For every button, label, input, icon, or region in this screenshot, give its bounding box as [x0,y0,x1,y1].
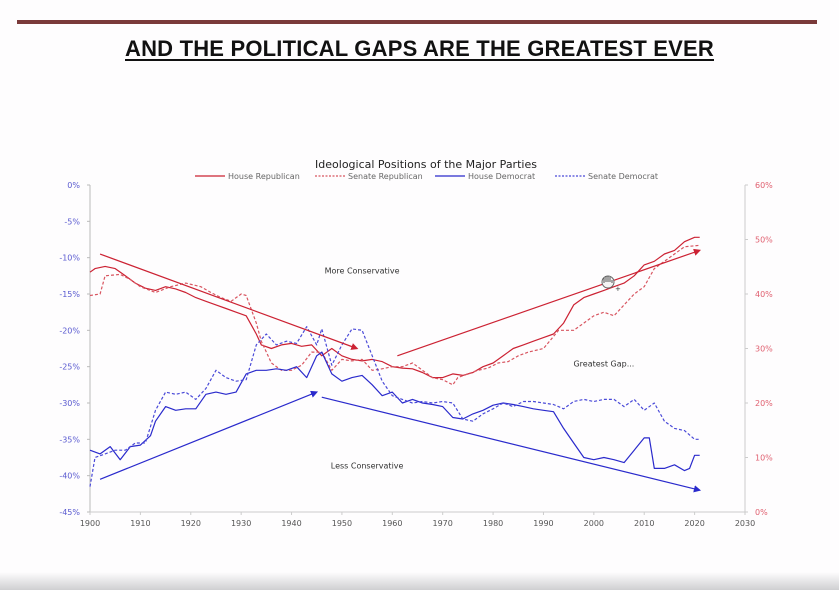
right-tick-label: 60% [755,181,773,190]
left-tick-label: -15% [59,290,80,299]
annotation-less-conservative: Less Conservative [331,461,404,470]
x-tick-label: 1960 [382,519,402,528]
right-tick-label: 40% [755,290,773,299]
x-tick-label: 2000 [584,519,604,528]
x-tick-label: 1900 [80,519,100,528]
left-tick-label: -45% [59,508,80,517]
right-tick-label: 10% [755,454,773,463]
x-tick-label: 1910 [130,519,150,528]
left-tick-label: -10% [59,254,80,263]
left-tick-label: -25% [59,363,80,372]
left-tick-label: 0% [67,181,80,190]
x-tick-label: 1930 [231,519,251,528]
chart-title: Ideological Positions of the Major Parti… [315,158,537,171]
x-tick-label: 2030 [735,519,755,528]
left-tick-label: -35% [59,435,80,444]
x-tick-label: 1950 [332,519,352,528]
bottom-toolbar-shadow [0,572,839,590]
republican-right-trend-arrow [397,248,702,357]
hand-cursor-icon: + [601,275,621,293]
x-tick-label: 2010 [634,519,654,528]
series-line-senate-republican [89,244,700,386]
chart-annotations: More Conservative Greatest Gap... Less Con… [325,267,635,471]
trend-arrows [99,248,702,493]
right-tick-label: 30% [755,345,773,354]
legend-label: Senate Republican [348,172,423,181]
x-tick-label: 2020 [684,519,704,528]
legend-label: House Republican [228,172,300,181]
left-tick-label: -40% [59,472,80,481]
chart-series [89,236,700,487]
right-tick-label: 0% [755,508,768,517]
annotation-greatest-gap: Greatest Gap... [573,360,634,369]
series-line-house-democrat [89,351,700,472]
svg-text:+: + [615,285,621,293]
series-line-senate-democrat [89,326,700,487]
slide-title: AND THE POLITICAL GAPS ARE THE GREATEST … [125,36,714,61]
left-tick-label: -20% [59,326,80,335]
x-tick-label: 1970 [433,519,453,528]
legend-label: House Democrat [468,172,535,181]
x-tick-label: 1940 [281,519,301,528]
right-tick-label: 20% [755,399,773,408]
x-tick-label: 1990 [533,519,553,528]
legend-label: Senate Democrat [588,172,658,181]
democrat-right-trend-arrow [321,396,702,493]
x-tick-label: 1980 [483,519,503,528]
chart-legend: House Republican Senate Republican House D… [195,172,658,181]
series-line-house-republican [89,236,700,379]
democrat-left-trend-arrow [99,390,319,480]
left-tick-label: -5% [64,217,80,226]
republican-left-trend-arrow [99,253,359,350]
right-tick-label: 50% [755,236,773,245]
x-tick-label: 1920 [181,519,201,528]
chart-axes: 0% -5% -10% -15% -20% -25% -30% -35% -40% -45% 60%… [59,181,773,528]
left-tick-label: -30% [59,399,80,408]
annotation-more-conservative: More Conservative [325,267,400,276]
top-divider-rule [17,20,817,24]
